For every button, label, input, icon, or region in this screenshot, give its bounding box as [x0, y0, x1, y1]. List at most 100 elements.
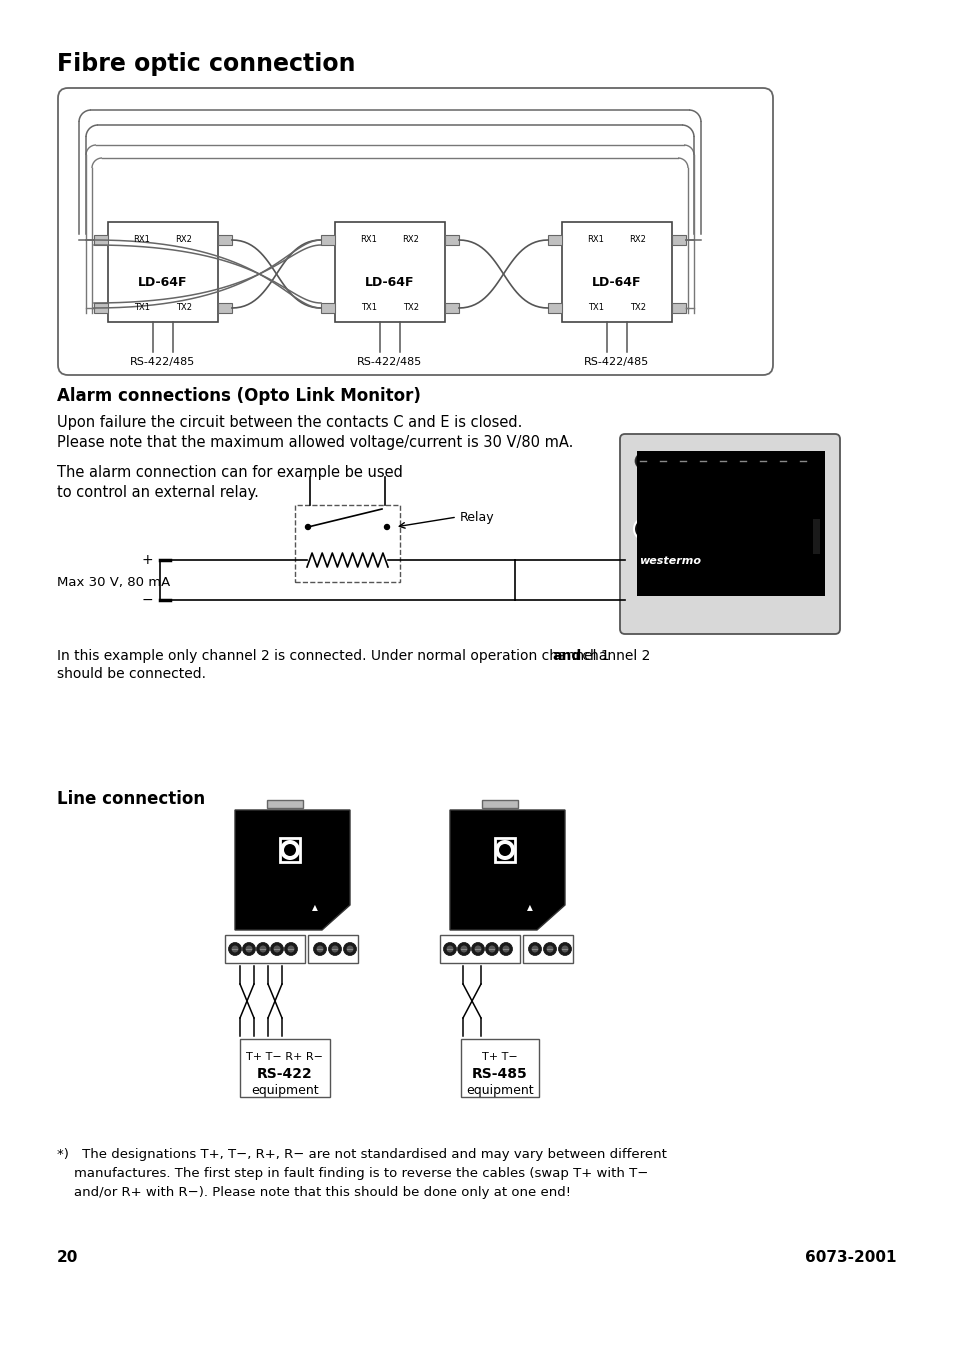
- Bar: [671, 303, 685, 313]
- Circle shape: [798, 457, 806, 466]
- Bar: [320, 235, 335, 245]
- Bar: [108, 222, 218, 322]
- Circle shape: [242, 943, 255, 955]
- FancyBboxPatch shape: [619, 434, 840, 634]
- Circle shape: [328, 943, 341, 955]
- Bar: [280, 838, 299, 862]
- Circle shape: [502, 946, 509, 952]
- Circle shape: [635, 453, 650, 469]
- Circle shape: [658, 457, 667, 466]
- Text: TX2: TX2: [402, 304, 418, 312]
- Bar: [94, 303, 108, 313]
- Circle shape: [774, 453, 790, 469]
- Circle shape: [457, 943, 470, 955]
- Circle shape: [661, 517, 683, 540]
- Text: and/or R+ with R−). Please note that this should be done only at one end!: and/or R+ with R−). Please note that thi…: [57, 1186, 571, 1198]
- Text: equipment: equipment: [251, 1084, 318, 1097]
- Circle shape: [284, 943, 297, 955]
- Circle shape: [693, 521, 707, 536]
- Text: LD-64F: LD-64F: [592, 276, 641, 289]
- Circle shape: [271, 943, 283, 955]
- Text: and: and: [552, 648, 580, 663]
- Circle shape: [343, 943, 356, 955]
- Bar: [218, 235, 232, 245]
- Circle shape: [446, 946, 453, 952]
- Text: TX1: TX1: [360, 304, 376, 312]
- Text: RS-422/485: RS-422/485: [584, 357, 649, 367]
- Circle shape: [485, 943, 498, 955]
- Circle shape: [738, 457, 747, 466]
- Text: westermo: westermo: [639, 557, 700, 566]
- Circle shape: [531, 946, 537, 952]
- Circle shape: [305, 524, 310, 530]
- Circle shape: [754, 453, 770, 469]
- Text: Alarm connections (Opto Link Monitor): Alarm connections (Opto Link Monitor): [57, 386, 420, 405]
- Circle shape: [287, 946, 294, 952]
- Bar: [240, 1039, 330, 1097]
- Circle shape: [259, 946, 266, 952]
- Circle shape: [561, 946, 568, 952]
- Text: ▲: ▲: [526, 904, 533, 912]
- FancyBboxPatch shape: [58, 88, 772, 376]
- Text: TX2: TX2: [629, 304, 645, 312]
- Text: to control an external relay.: to control an external relay.: [57, 485, 258, 500]
- Bar: [320, 303, 335, 313]
- Text: RS-422: RS-422: [257, 1067, 313, 1081]
- Bar: [308, 935, 357, 963]
- Text: ▲: ▲: [312, 904, 317, 912]
- Text: LD-64F: LD-64F: [138, 276, 188, 289]
- Text: Fibre optic connection: Fibre optic connection: [57, 51, 355, 76]
- Text: manufactures. The first step in fault finding is to reverse the cables (swap T+ : manufactures. The first step in fault fi…: [57, 1167, 648, 1179]
- Circle shape: [665, 521, 679, 536]
- Bar: [439, 935, 519, 963]
- Bar: [561, 222, 671, 322]
- Text: RS-422/485: RS-422/485: [131, 357, 195, 367]
- Text: RS-485: RS-485: [472, 1067, 527, 1081]
- Circle shape: [689, 517, 711, 540]
- Circle shape: [316, 946, 323, 952]
- Text: RX1: RX1: [360, 235, 377, 245]
- Text: RX1: RX1: [587, 235, 604, 245]
- Circle shape: [499, 943, 512, 955]
- Circle shape: [794, 453, 810, 469]
- Bar: [522, 935, 573, 963]
- Circle shape: [245, 946, 253, 952]
- Circle shape: [698, 457, 707, 466]
- Text: should be connected.: should be connected.: [57, 667, 206, 681]
- Polygon shape: [637, 451, 812, 592]
- Circle shape: [546, 946, 553, 952]
- Bar: [495, 838, 515, 862]
- Circle shape: [443, 943, 456, 955]
- Text: TX1: TX1: [133, 304, 150, 312]
- Circle shape: [528, 943, 541, 955]
- Text: TX2: TX2: [175, 304, 192, 312]
- Text: channel 2: channel 2: [578, 648, 650, 663]
- Bar: [547, 303, 561, 313]
- Circle shape: [778, 457, 786, 466]
- Text: +: +: [141, 553, 152, 567]
- Text: Please note that the maximum allowed voltage/current is 30 V/80 mA.: Please note that the maximum allowed vol…: [57, 435, 573, 450]
- Circle shape: [498, 844, 511, 857]
- Bar: [225, 935, 305, 963]
- Circle shape: [474, 946, 481, 952]
- Bar: [294, 505, 399, 582]
- Circle shape: [274, 946, 280, 952]
- Circle shape: [488, 946, 495, 952]
- Circle shape: [638, 457, 647, 466]
- Circle shape: [714, 453, 730, 469]
- Text: Relay: Relay: [459, 511, 494, 523]
- Circle shape: [558, 943, 571, 955]
- Circle shape: [471, 943, 484, 955]
- Polygon shape: [234, 811, 350, 929]
- Bar: [94, 235, 108, 245]
- Circle shape: [284, 844, 295, 857]
- Bar: [547, 235, 561, 245]
- Circle shape: [314, 943, 326, 955]
- Text: LD-64F: LD-64F: [365, 276, 415, 289]
- Text: equipment: equipment: [466, 1084, 534, 1097]
- Circle shape: [734, 453, 750, 469]
- Text: Max 30 V, 80 mA: Max 30 V, 80 mA: [57, 576, 170, 589]
- Text: RX2: RX2: [402, 235, 419, 245]
- Circle shape: [758, 457, 767, 466]
- Circle shape: [640, 526, 648, 534]
